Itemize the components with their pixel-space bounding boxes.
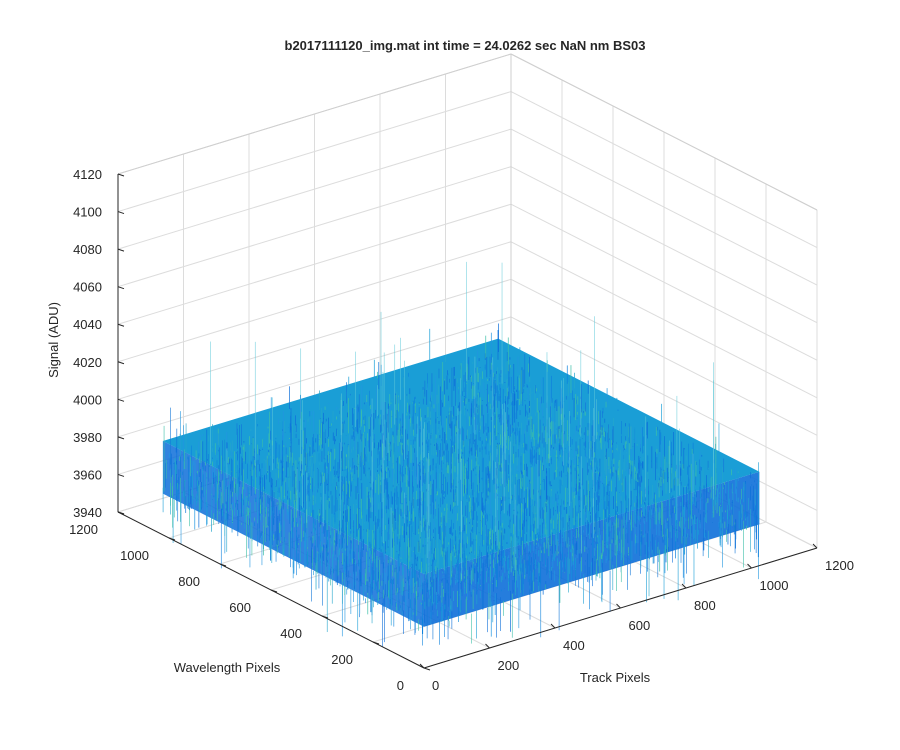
grid-line [117,278,512,400]
surface-top [162,338,760,575]
box-edge [117,53,512,175]
grid-line [117,128,512,250]
grid-line [510,91,818,249]
grid-line [117,316,512,438]
grid-line [510,241,818,399]
box-edge [510,53,818,211]
grid-line [510,203,818,361]
grid-line [510,128,818,286]
grid-line [510,316,818,474]
surface-mesh [162,261,760,647]
grid-line [117,203,512,325]
grid-line [510,278,818,436]
grid-line [117,166,512,288]
grid-line [510,166,818,324]
grid-line [117,241,512,363]
grid-line [117,91,512,213]
